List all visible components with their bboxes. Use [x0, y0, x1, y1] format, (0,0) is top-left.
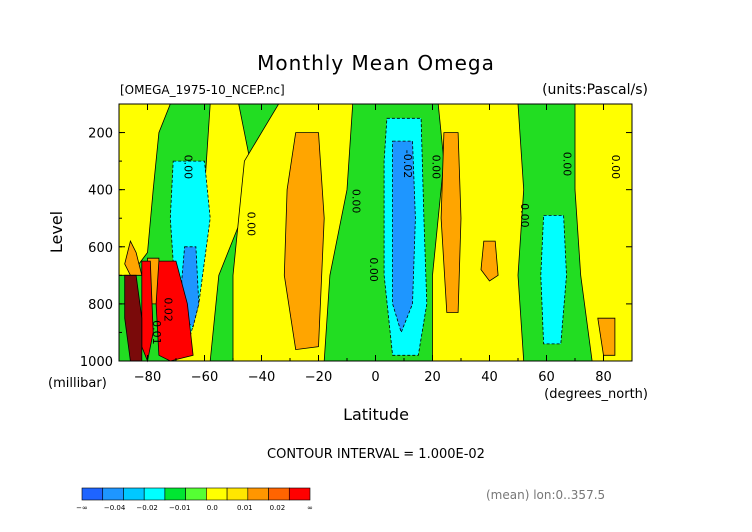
colorbar-swatch [102, 487, 124, 501]
x-axis-label: Latitude [343, 405, 409, 424]
x-tick-label: −60 [191, 370, 218, 385]
contour-label-10: 0.01 [150, 320, 163, 345]
x-tick-label: 40 [481, 370, 498, 385]
x-tick-label: 20 [424, 370, 441, 385]
y-tick-label: 800 [88, 298, 113, 313]
contour-label-9: 0.02 [162, 297, 175, 322]
x-tick-label: 60 [538, 370, 555, 385]
colorbar-swatch [226, 487, 249, 501]
contour-label-5: 0.00 [430, 155, 443, 180]
colorbar-swatch [206, 487, 228, 501]
y-unit-label: (millibar) [48, 376, 107, 391]
colorbar-swatch [268, 487, 290, 501]
y-tick-label: 200 [88, 127, 113, 142]
file-label: [OMEGA_1975-10_NCEP.nc] [120, 83, 285, 97]
contour-region-13 [597, 317, 616, 356]
colorbar [81, 487, 311, 501]
colorbar-swatch [164, 487, 186, 501]
y-axis-label: Level [47, 211, 66, 253]
contour-label-7: 0.00 [561, 152, 574, 177]
colorbar-swatch [247, 487, 269, 501]
x-tick-label: 80 [595, 370, 612, 385]
colorbar-swatch [123, 487, 145, 501]
colorbar-tick-label: −0.01 [169, 504, 190, 512]
contour-label-8: 0.00 [609, 155, 622, 180]
x-tick-label: 0 [371, 370, 379, 385]
colorbar-swatch [185, 487, 207, 501]
contour-label-6: 0.00 [518, 203, 531, 228]
colorbar-tick-label: ∞ [307, 504, 313, 512]
contour-region-11 [440, 132, 462, 313]
contour-label-2: 0.00 [350, 189, 363, 214]
colorbar-tick-labels: −∞ −0.04 −0.02 −0.01 0.0 0.01 0.02 ∞ [76, 504, 313, 512]
y-axis-ticks: 200 400 600 800 1000 [80, 103, 632, 370]
contour-label-1: 0.00 [244, 212, 257, 237]
contour-interval-text: CONTOUR INTERVAL = 1.000E-02 [267, 447, 485, 462]
y-tick-label: 1000 [80, 355, 113, 370]
x-tick-label: −80 [134, 370, 161, 385]
colorbar-tick-label: 0.01 [237, 504, 253, 512]
contour-label-3: 0.00 [367, 257, 380, 282]
colorbar-tick-label: 0.02 [270, 504, 286, 512]
plot-area: 0.00 0.00 0.00 0.00 -0.02 0.00 0.00 0.00 0.00 0.0… [80, 103, 633, 385]
colorbar-tick-label: −∞ [76, 504, 88, 512]
colorbar-tick-label: −0.02 [136, 504, 157, 512]
chart-title: Monthly Mean Omega [257, 51, 495, 75]
colorbar-tick-label: 0.0 [207, 504, 218, 512]
contour-region-9 [392, 140, 416, 334]
colorbar-swatch [288, 487, 311, 501]
colorbar-swatch [143, 487, 166, 501]
y-tick-label: 600 [88, 241, 113, 256]
x-unit-label: (degrees_north) [544, 387, 648, 402]
contour-labels: 0.00 0.00 0.00 0.00 -0.02 0.00 0.00 0.00 0.00 0.0… [150, 150, 622, 345]
contour-region-7 [540, 214, 567, 345]
mean-longitude-text: (mean) lon:0..357.5 [486, 488, 605, 502]
contour-region-10 [283, 132, 325, 351]
units-label: (units:Pascal/s) [542, 82, 648, 98]
colorbar-swatch [81, 487, 104, 501]
x-tick-label: −20 [305, 370, 332, 385]
colorbar-tick-label: −0.04 [104, 504, 126, 512]
contour-fills [118, 103, 633, 363]
contour-region-16 [155, 260, 194, 362]
contour-label-0: 0.00 [182, 155, 195, 180]
contour-region-12 [480, 240, 499, 282]
x-tick-label: −40 [248, 370, 275, 385]
x-axis-ticks: −80 −60 −40 −20 0 20 40 60 80 [118, 104, 633, 385]
contour-label-4: -0.02 [401, 150, 414, 178]
y-tick-label: 400 [88, 184, 113, 199]
